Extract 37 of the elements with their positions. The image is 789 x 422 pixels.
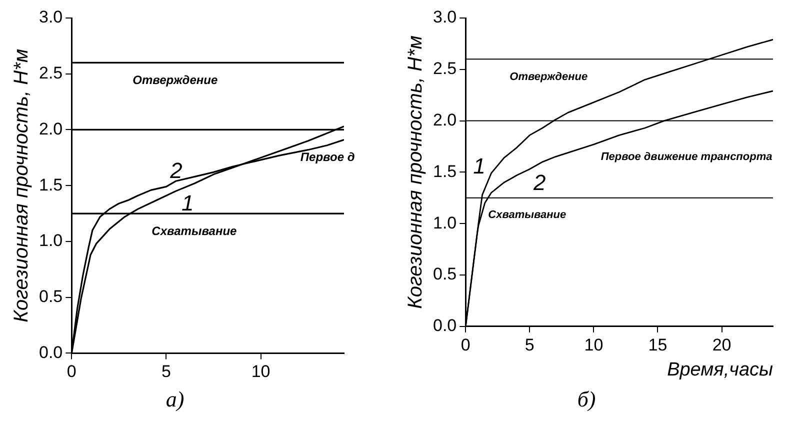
y-tick-label: 2.0 [38,119,63,138]
series-label: 1 [182,190,194,216]
y-tick-label: 1.5 [38,175,63,194]
y-tick-label: 2.5 [432,59,457,78]
ref-line-label: Отверждение [510,71,588,84]
y-axis-title: Когезионная прочность, Н*м [10,48,33,322]
ref-line-label: Первое д [300,150,355,164]
x-tick-label: 15 [648,335,668,354]
x-tick-label: 10 [251,362,270,382]
x-tick-label: 0 [460,335,470,354]
y-tick-label: 1.0 [432,213,457,232]
x-axis-title: Время,часы [667,359,774,380]
y-tick-label: 1.5 [432,162,457,181]
y-tick-label: 2.0 [432,110,457,130]
ref-line-label: Схватывание [152,224,238,238]
y-tick-label: 0.5 [432,264,457,284]
y-tick-label: 3.0 [38,8,63,27]
ref-line-label: Первое движение транспорта [600,150,772,163]
x-tick-label: 20 [712,335,732,354]
series-label: 2 [532,170,546,196]
y-tick-label: 0.5 [38,287,63,306]
y-tick-label: 2.5 [38,64,63,83]
text: а) [166,386,184,412]
y-tick-label: 0.0 [38,342,63,362]
y-axis-title: Когезионная прочность, Н*м [404,35,427,309]
x-tick-label: 5 [161,362,171,382]
y-tick-label: 0.0 [432,316,457,336]
text: б) [577,386,596,412]
y-tick-label: 1.0 [38,231,63,250]
y-tick-label: 3.0 [432,8,457,27]
x-tick-label: 10 [584,335,604,354]
ref-line-label: Отверждение [132,73,218,88]
ref-line-label: Схватывание [488,208,566,221]
series-label: 1 [473,153,486,178]
series-label: 2 [169,158,182,183]
x-tick-label: 0 [66,362,76,382]
x-tick-label: 5 [524,335,534,354]
